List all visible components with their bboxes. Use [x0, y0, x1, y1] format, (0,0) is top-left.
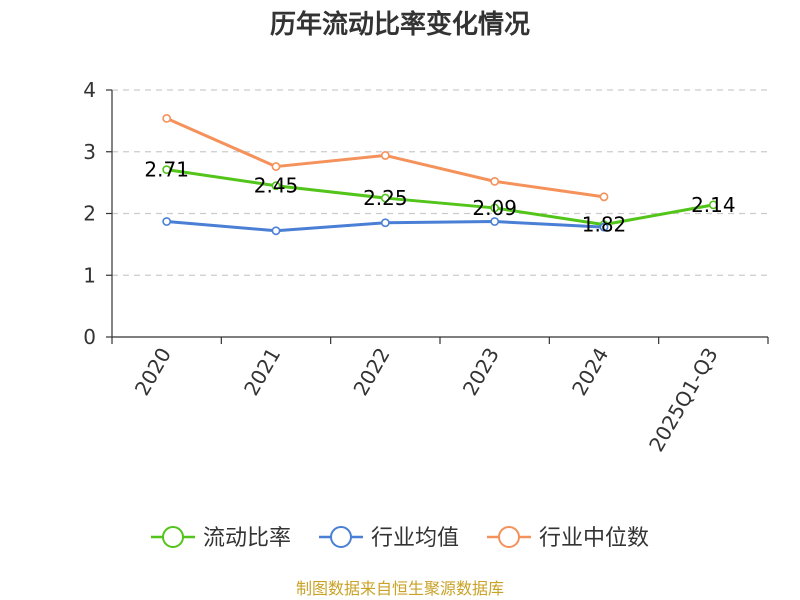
axes: 0 1 2 3 4 2020 2021 2022 2023 2024 2025Q1-Q3: [83, 78, 769, 456]
grid: [112, 89, 768, 276]
legend-label: 行业中位数: [539, 526, 649, 551]
data-point: [599, 222, 609, 232]
legend-item[interactable]: 行业中位数: [487, 526, 649, 551]
data-point: [271, 181, 281, 191]
x-tick-label: 2021: [239, 344, 285, 400]
y-tick-label: 4: [83, 78, 96, 102]
data-point: [162, 165, 172, 175]
x-tick-label: 2024: [567, 344, 613, 400]
series-line: [166, 168, 714, 227]
legend-item[interactable]: 行业均值: [319, 526, 459, 551]
data-label: 2.71: [144, 158, 189, 182]
legend[interactable]: 流动比率 行业均值 行业中位数: [151, 526, 649, 551]
legend-marker-icon: [498, 526, 520, 548]
legend-label: 流动比率: [203, 526, 291, 551]
y-tick-label: 0: [83, 325, 96, 349]
data-point: [599, 192, 609, 202]
series: [162, 114, 718, 236]
data-label: 2.09: [472, 196, 517, 220]
legend-label: 行业均值: [371, 526, 459, 551]
data-point: [380, 193, 390, 203]
data-point: [490, 176, 500, 186]
chart-title: 历年流动比率变化情况: [270, 9, 530, 40]
data-point: [271, 226, 281, 236]
data-label: 2.14: [691, 193, 736, 217]
data-point: [162, 217, 172, 226]
data-label: 2.45: [254, 174, 299, 198]
data-point: [271, 162, 281, 171]
x-tick-label: 2020: [130, 344, 176, 400]
data-point: [162, 114, 172, 123]
legend-marker-icon: [330, 526, 352, 548]
data-point: [708, 200, 718, 210]
data-point: [490, 203, 500, 213]
y-tick-label: 1: [83, 263, 96, 287]
data-label: 2.25: [363, 186, 408, 210]
legend-marker-icon: [162, 526, 184, 548]
data-point: [380, 151, 390, 160]
y-tick-label: 3: [83, 140, 96, 164]
x-tick-label: 2025Q1-Q3: [644, 344, 723, 456]
data-point: [380, 218, 390, 228]
data-point: [490, 217, 500, 226]
data-labels: 2.71 2.45 2.25 2.09 1.82 2.14: [144, 158, 735, 237]
x-tick-label: 2023: [458, 343, 504, 399]
source-note: 制图数据来自恒生聚源数据库: [296, 579, 504, 598]
y-tick-label: 2: [83, 202, 96, 226]
x-tick-label: 2022: [348, 344, 394, 400]
legend-item[interactable]: 流动比率: [151, 526, 291, 551]
data-label: 1.82: [582, 213, 627, 237]
